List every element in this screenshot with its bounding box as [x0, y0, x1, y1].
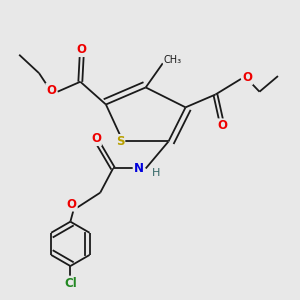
- Text: H: H: [152, 168, 160, 178]
- Text: Cl: Cl: [64, 277, 77, 290]
- Text: O: O: [218, 119, 227, 132]
- Text: O: O: [91, 132, 101, 145]
- Text: N: N: [134, 162, 144, 175]
- Text: O: O: [242, 71, 252, 84]
- Text: O: O: [77, 43, 87, 56]
- Text: O: O: [67, 197, 77, 211]
- Text: CH₃: CH₃: [164, 56, 182, 65]
- Text: S: S: [116, 135, 124, 148]
- Text: O: O: [46, 84, 56, 97]
